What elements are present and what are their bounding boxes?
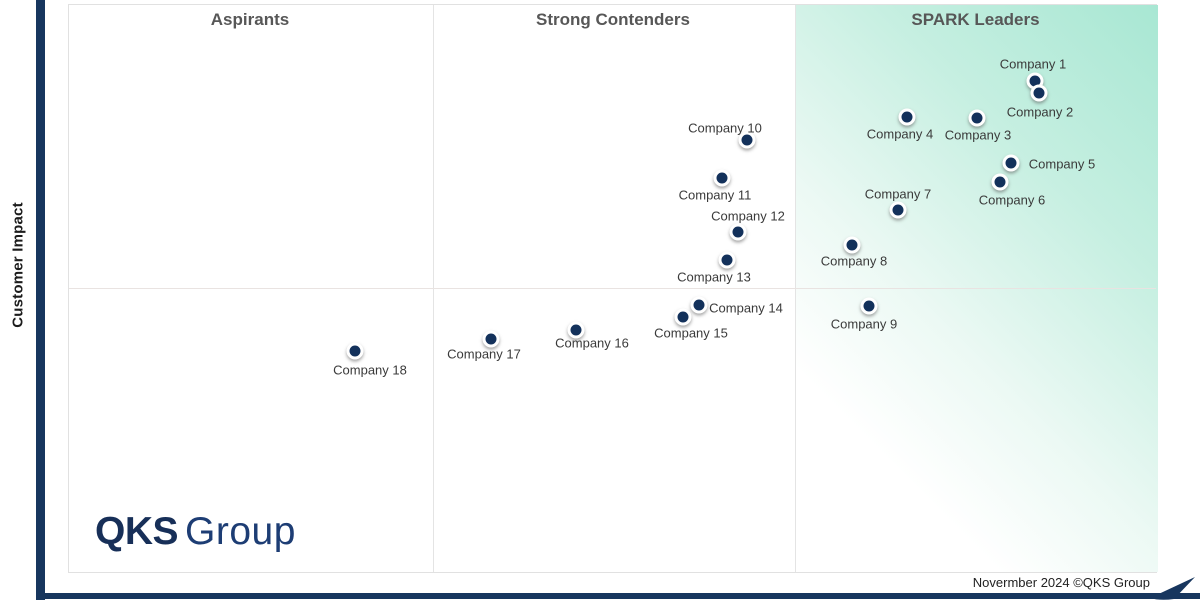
- company-label: Company 13: [677, 269, 751, 285]
- company-dot: [713, 169, 731, 187]
- company-dot: [674, 308, 692, 326]
- company-dot: [1002, 154, 1020, 172]
- company-dot: [860, 297, 878, 315]
- quadrant-title-strong-contenders: Strong Contenders: [536, 10, 690, 29]
- company-dot: [738, 131, 756, 149]
- quadrant-title-spark-leaders: SPARK Leaders: [911, 10, 1040, 29]
- company-dot: [898, 108, 916, 126]
- company-label: Company 12: [711, 208, 785, 224]
- company-label: Company 3: [944, 127, 1012, 143]
- quadrant-title-aspirants: Aspirants: [210, 10, 290, 29]
- company-label: Company 18: [333, 362, 407, 378]
- company-label: Company 9: [830, 316, 898, 332]
- company-label: Company 8: [820, 253, 888, 269]
- company-dot: [690, 296, 708, 314]
- company-dot: [991, 173, 1009, 191]
- company-label: Company 17: [447, 346, 521, 362]
- company-label: Company 2: [1006, 104, 1074, 120]
- company-label: Company 15: [654, 325, 728, 341]
- company-label: Company 14: [709, 300, 783, 316]
- logo-bold-text: QKS: [95, 510, 179, 553]
- company-label: Company 1: [999, 56, 1067, 72]
- company-dot: [889, 201, 907, 219]
- company-dot: [346, 342, 364, 360]
- company-dot: [968, 109, 986, 127]
- y-axis-label: Customer Impact: [9, 202, 27, 328]
- plot-area: [68, 4, 1158, 573]
- company-label: Company 16: [555, 335, 629, 351]
- company-label: Company 5: [1028, 156, 1096, 172]
- company-dot: [482, 330, 500, 348]
- y-axis-bar: [36, 0, 45, 600]
- footer-note: Novermber 2024 ©QKS Group: [972, 575, 1150, 590]
- midline: [69, 288, 1156, 289]
- company-label: Company 11: [678, 187, 752, 203]
- logo-regular-text: Group: [185, 510, 296, 553]
- company-label: Company 6: [978, 192, 1046, 208]
- company-label: Company 10: [688, 120, 762, 136]
- company-dot: [718, 251, 736, 269]
- company-dot: [729, 223, 747, 241]
- company-label: Company 7: [864, 186, 932, 202]
- x-axis-bar: [36, 593, 1200, 599]
- x-axis-arrow-icon: [1150, 577, 1195, 600]
- company-dot: [843, 236, 861, 254]
- company-dot: [567, 321, 585, 339]
- company-label: Company 4: [866, 126, 934, 142]
- company-dot: [1030, 84, 1048, 102]
- qks-group-logo: QKS Group: [95, 510, 296, 554]
